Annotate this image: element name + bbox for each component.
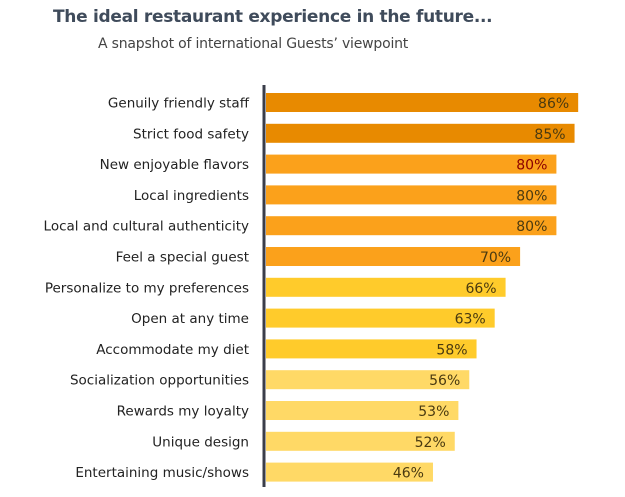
category-label: Strict food safety <box>133 126 249 142</box>
value-label: 58% <box>436 342 467 358</box>
bar <box>266 277 506 297</box>
y-axis-line <box>262 85 266 487</box>
category-label: Local ingredients <box>134 188 249 204</box>
bar <box>266 185 557 205</box>
category-label: Feel a special guest <box>116 250 249 266</box>
category-label: New enjoyable flavors <box>100 157 249 173</box>
value-label: 80% <box>516 219 547 235</box>
bar <box>266 308 495 328</box>
bar <box>266 401 459 420</box>
value-label: 80% <box>516 158 547 174</box>
bar <box>266 93 579 112</box>
bar <box>266 216 557 236</box>
value-label: 86% <box>538 96 569 112</box>
category-label: Entertaining music/shows <box>75 465 249 481</box>
value-label: 56% <box>429 373 460 389</box>
bar <box>266 370 470 390</box>
category-label: Local and cultural authenticity <box>44 219 249 235</box>
chart-subtitle: A snapshot of international Guests’ view… <box>98 36 409 52</box>
value-label: 80% <box>516 188 547 204</box>
value-label: 46% <box>393 466 424 482</box>
category-label: Unique design <box>152 434 249 450</box>
category-label: Socialization opportunities <box>70 373 249 389</box>
bar <box>266 462 433 482</box>
value-label: 66% <box>465 281 496 297</box>
category-label: Open at any time <box>131 311 249 327</box>
category-label: Accommodate my diet <box>96 342 249 358</box>
bar <box>266 339 477 359</box>
category-label: Personalize to my preferences <box>45 280 249 296</box>
value-label: 85% <box>534 127 565 143</box>
value-label: 70% <box>480 250 511 266</box>
bar <box>266 431 455 451</box>
bar <box>266 154 557 174</box>
chart-title: The ideal restaurant experience in the f… <box>53 7 493 27</box>
value-label: 53% <box>418 404 449 420</box>
category-label: Genuily friendly staff <box>108 96 250 112</box>
value-label: 52% <box>415 435 446 451</box>
value-label: 63% <box>455 312 486 328</box>
category-label: Rewards my loyalty <box>117 404 249 420</box>
bar <box>266 123 575 143</box>
bar <box>266 247 521 266</box>
